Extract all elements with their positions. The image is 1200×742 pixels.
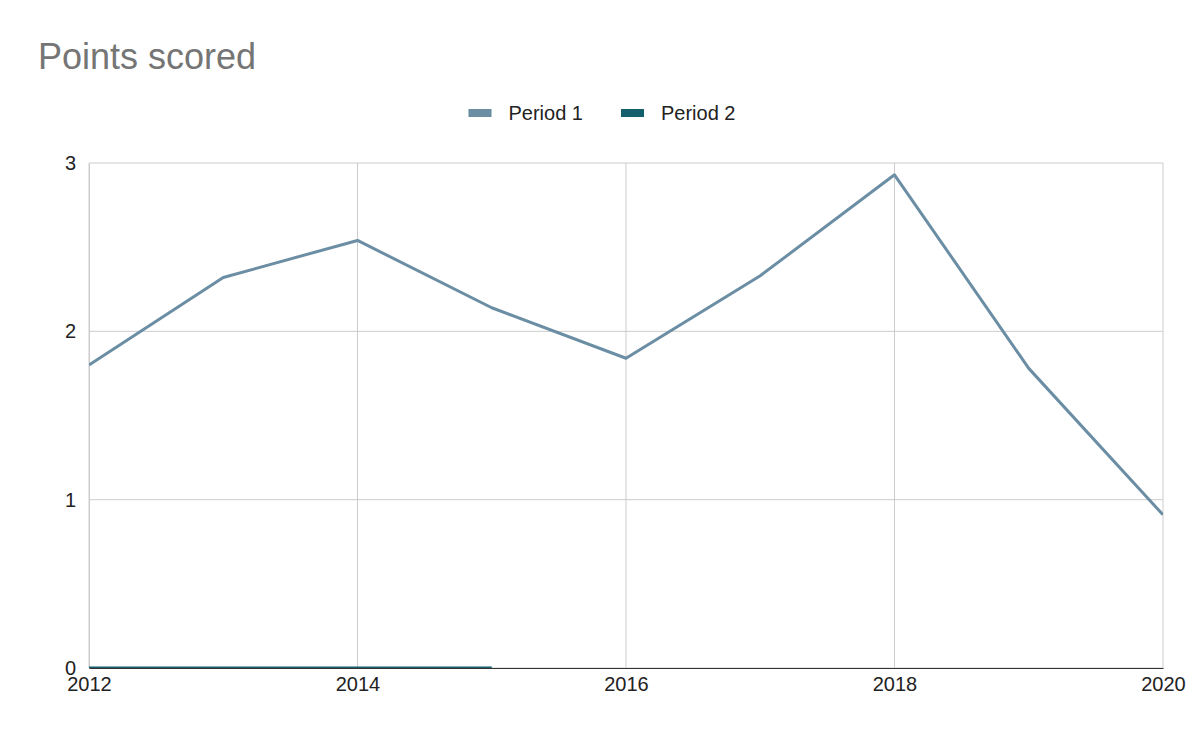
legend-item: Period 2 xyxy=(621,102,736,124)
series-line xyxy=(89,175,1163,515)
grid-line-x xyxy=(1163,163,1164,668)
y-tick-label: 3 xyxy=(65,152,76,174)
legend-label: Period 2 xyxy=(661,102,736,124)
grid-line-x xyxy=(626,163,627,668)
y-tick: 1 xyxy=(65,489,89,511)
x-tick-label: 2018 xyxy=(873,673,918,695)
x-tick: 2012 xyxy=(67,668,112,695)
grid-line-x xyxy=(357,163,358,668)
x-tick: 2018 xyxy=(873,668,918,695)
legend-swatch xyxy=(621,109,644,117)
grid-line-x xyxy=(894,163,895,668)
y-tick-label: 1 xyxy=(65,489,76,511)
legend-item: Period 1 xyxy=(469,102,584,124)
y-tick: 3 xyxy=(65,152,89,174)
x-axis-line xyxy=(90,668,1164,669)
chart: Points scored012320122014201620182020Per… xyxy=(0,0,1200,742)
legend: Period 1 Period 2 xyxy=(469,102,736,124)
x-tick: 2020 xyxy=(1141,668,1186,695)
series-line xyxy=(89,667,492,669)
x-tick-label: 2012 xyxy=(67,673,112,695)
x-tick: 2016 xyxy=(604,668,649,695)
grid-line-x xyxy=(89,163,90,668)
chart-title: Points scored xyxy=(38,36,256,77)
x-tick-label: 2014 xyxy=(336,673,381,695)
lines xyxy=(89,175,1163,668)
y-tick-label: 2 xyxy=(65,320,76,342)
x-axis: 2012 2014 2016 2018 2020 xyxy=(67,668,1186,695)
legend-label: Period 1 xyxy=(509,102,584,124)
y-axis-line xyxy=(89,164,90,669)
y-tick: 2 xyxy=(65,320,89,342)
x-tick-label: 2020 xyxy=(1141,673,1186,695)
x-tick-label: 2016 xyxy=(604,673,649,695)
plot-area: 012320122014201620182020 xyxy=(65,152,1186,695)
legend-swatch xyxy=(469,109,492,117)
grid xyxy=(89,163,1163,668)
y-axis: 0123 xyxy=(65,152,90,679)
x-tick: 2014 xyxy=(336,668,381,695)
